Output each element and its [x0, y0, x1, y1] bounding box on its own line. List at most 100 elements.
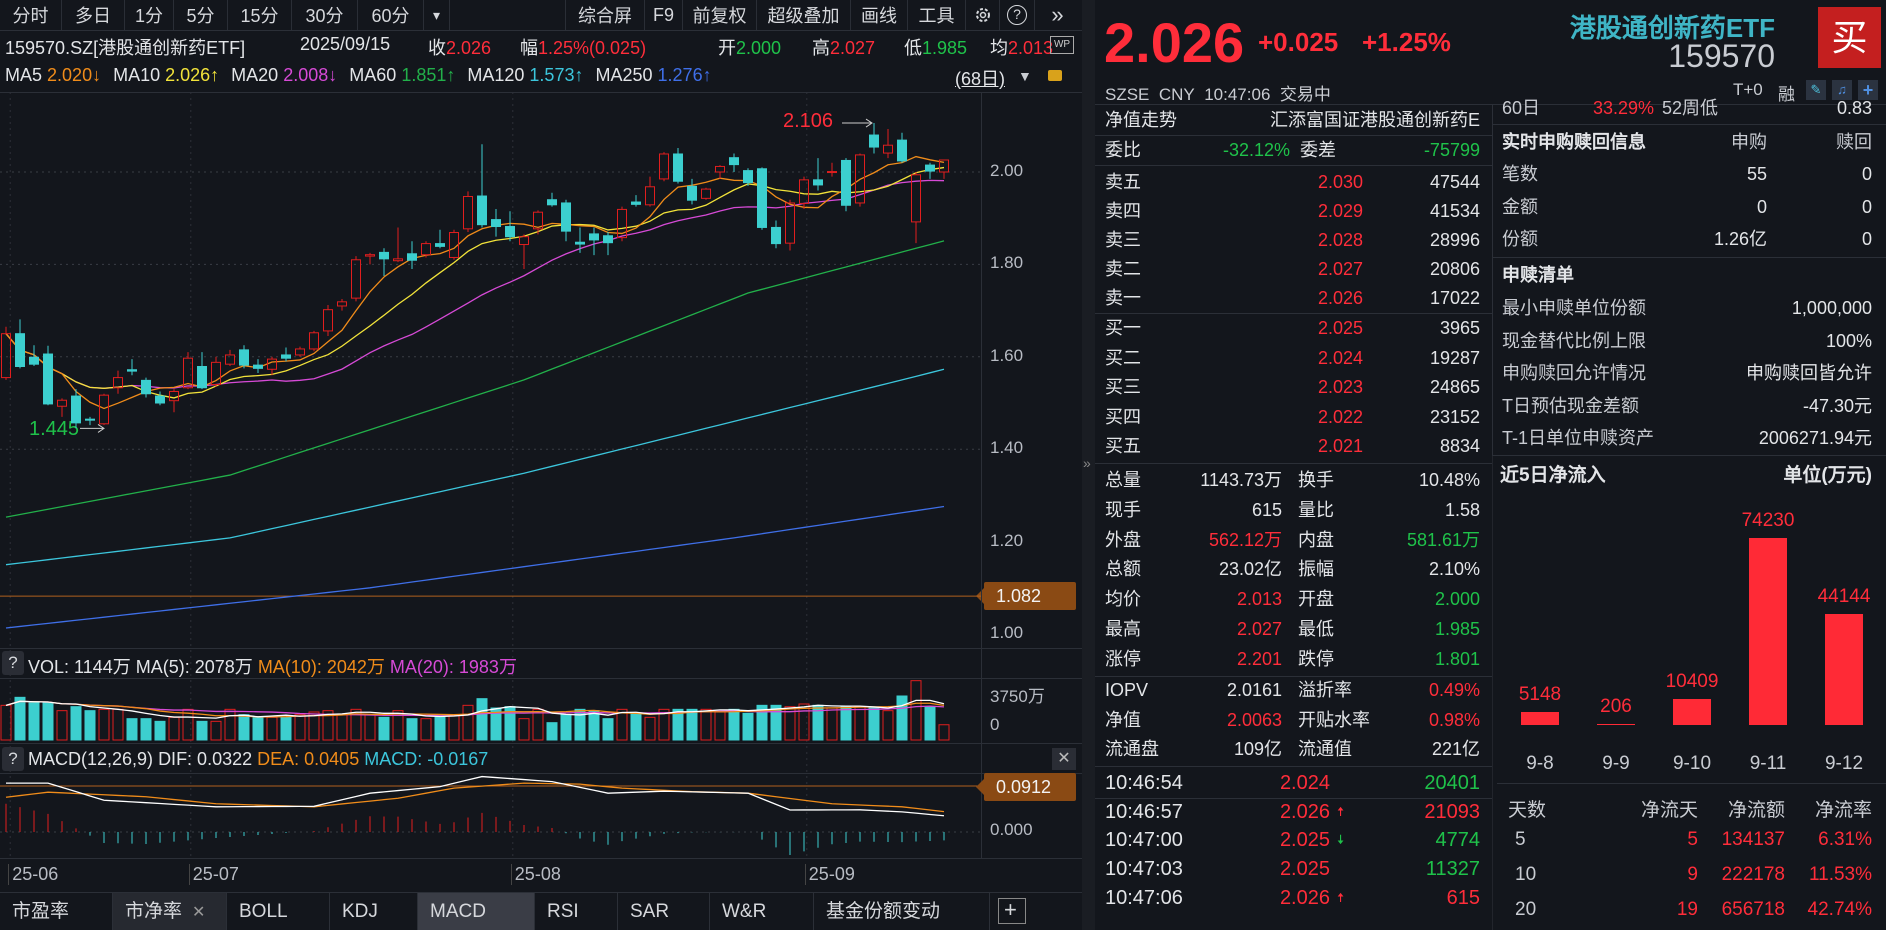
candle — [337, 301, 347, 307]
ask-price[interactable]: 2.028 — [1317, 230, 1363, 250]
ask-level-label: 卖二 — [1105, 259, 1141, 279]
stat-label: 开盘 — [1298, 589, 1334, 610]
volume-bar — [238, 714, 250, 741]
plus-icon[interactable]: + — [1858, 80, 1878, 100]
tab-macd[interactable]: MACD — [418, 893, 535, 930]
expand-icon[interactable]: » — [1083, 455, 1091, 471]
tab-boll[interactable]: BOLL — [227, 893, 330, 930]
inflow-bar[interactable] — [1749, 538, 1787, 725]
tab-fund-share-change[interactable]: 基金份额变动 — [814, 893, 990, 930]
vol-help-icon[interactable]: ? — [2, 651, 24, 675]
lock-icon[interactable] — [1048, 70, 1062, 81]
stat-label: 净值 — [1105, 709, 1141, 730]
tab-intraday[interactable]: 分时 — [0, 0, 62, 30]
tab-rsi[interactable]: RSI — [535, 893, 618, 930]
collapse-icon[interactable]: » — [1051, 2, 1064, 27]
orderbook-row: 净值走势 汇添富国证港股通创新药E — [1105, 106, 1480, 134]
help-glyph: ? — [1007, 5, 1027, 25]
period-range-selector[interactable]: (68日) — [955, 69, 1006, 89]
tab-30min[interactable]: 30分 — [292, 0, 358, 30]
subscription-row: 申赎清单 — [1502, 261, 1872, 289]
tab-15min[interactable]: 15分 — [228, 0, 292, 30]
inflow-date-label: 9-10 — [1672, 753, 1712, 774]
stat-label: 换手 — [1298, 470, 1334, 490]
bid-price[interactable]: 2.025 — [1317, 318, 1363, 338]
candle — [701, 188, 711, 199]
bid-price[interactable]: 2.024 — [1317, 347, 1363, 368]
candle — [1, 333, 11, 379]
tab-1min[interactable]: 1分 — [125, 0, 174, 30]
nav-trend-link[interactable]: 净值走势 — [1105, 110, 1177, 130]
bid-volume: 19287 — [1429, 347, 1480, 368]
list-value: 100% — [1825, 330, 1872, 351]
high-price-marker: 2.106 — [783, 110, 834, 132]
inflow-bar[interactable] — [1521, 712, 1559, 725]
tab-multiday[interactable]: 多日 — [62, 0, 125, 30]
close-indicator-icon[interactable]: ✕ — [1052, 748, 1076, 770]
ask-price[interactable]: 2.027 — [1317, 259, 1363, 279]
trade-volume: 4774 — [1435, 829, 1481, 852]
bid-price[interactable]: 2.023 — [1317, 377, 1363, 397]
gear-icon[interactable] — [966, 0, 1000, 30]
tab-kdj[interactable]: KDJ — [330, 893, 418, 930]
panel-splitter[interactable] — [1082, 0, 1095, 930]
tab-pe[interactable]: 市盈率 — [0, 893, 113, 930]
inflow-bar[interactable] — [1825, 613, 1863, 725]
inflow-bar[interactable] — [1597, 724, 1635, 725]
redeem-value: 0 — [1861, 196, 1872, 217]
macd-help-icon[interactable]: ? — [2, 747, 24, 771]
tools-button[interactable]: 工具 — [908, 0, 966, 30]
orderbook-row: 流通盘 109亿 流通值 221亿 — [1105, 735, 1480, 763]
more-periods-dropdown[interactable]: ▾ — [424, 0, 450, 30]
buy-button[interactable]: 买 — [1818, 7, 1881, 68]
margin-badge: 融 — [1778, 85, 1795, 104]
stat-value: 1.801 — [1434, 648, 1480, 669]
ask-price[interactable]: 2.029 — [1317, 201, 1363, 221]
inflow-bar-label: 74230 — [1741, 510, 1795, 531]
flow-table-cell: 134137 — [1721, 829, 1785, 850]
pencil-icon[interactable]: ✎ — [1806, 80, 1826, 100]
orderbook-row: 卖五 2.030 47544 — [1105, 168, 1480, 196]
security-code: 159570 — [1668, 38, 1775, 74]
help-icon[interactable]: ? — [1000, 0, 1035, 30]
ma-value: 1.851↑ — [401, 65, 456, 85]
ask-price[interactable]: 2.026 — [1317, 288, 1363, 308]
bid-price[interactable]: 2.021 — [1317, 436, 1363, 456]
volume-bar — [14, 696, 26, 741]
wp-icon[interactable]: WP — [1050, 36, 1074, 54]
volume-bar — [616, 708, 628, 741]
flow-table-cell: 10 — [1515, 864, 1537, 885]
tab-5min[interactable]: 5分 — [174, 0, 228, 30]
forward-adjust-button[interactable]: 前复权 — [683, 0, 757, 30]
draw-line-button[interactable]: 画线 — [851, 0, 908, 30]
ask-price[interactable]: 2.030 — [1317, 172, 1363, 192]
subscription-row: 60日 33.29% 52周低 0.83 — [1502, 94, 1872, 122]
tab-pb[interactable]: 市净率 ✕ — [113, 893, 227, 930]
add-tab-button[interactable]: + — [998, 898, 1026, 924]
ask-level-label: 卖三 — [1105, 230, 1141, 250]
composite-screen-button[interactable]: 综合屏 — [565, 0, 645, 30]
bell-icon[interactable]: ♫ — [1832, 80, 1852, 100]
tab-sar[interactable]: SAR — [618, 893, 710, 930]
volume-bar — [868, 707, 880, 741]
vol-ma5-line — [5, 699, 945, 719]
tab-60min[interactable]: 60分 — [358, 0, 424, 30]
stat-label: 均价 — [1105, 589, 1141, 610]
candle — [939, 159, 949, 173]
close-tab-icon[interactable]: ✕ — [192, 904, 206, 921]
period-dropdown-icon[interactable]: ▼ — [1018, 68, 1032, 84]
volume-bar — [84, 710, 96, 741]
super-overlay-button[interactable]: 超级叠加 — [757, 0, 851, 30]
kline-chart[interactable] — [0, 0, 1082, 893]
bid-price[interactable]: 2.022 — [1317, 406, 1363, 427]
volume-bar — [630, 712, 642, 741]
inflow-bar[interactable] — [1673, 698, 1711, 725]
ma120-line — [5, 368, 945, 566]
list-label: 申购赎回允许情况 — [1502, 363, 1646, 383]
vol-ma5: MA(5): 2078万 — [135, 657, 253, 677]
f9-button[interactable]: F9 — [645, 0, 683, 30]
volume-bar — [588, 710, 600, 741]
volume-bar — [266, 716, 278, 741]
candle — [757, 168, 767, 228]
tab-wr[interactable]: W&R — [710, 893, 814, 930]
